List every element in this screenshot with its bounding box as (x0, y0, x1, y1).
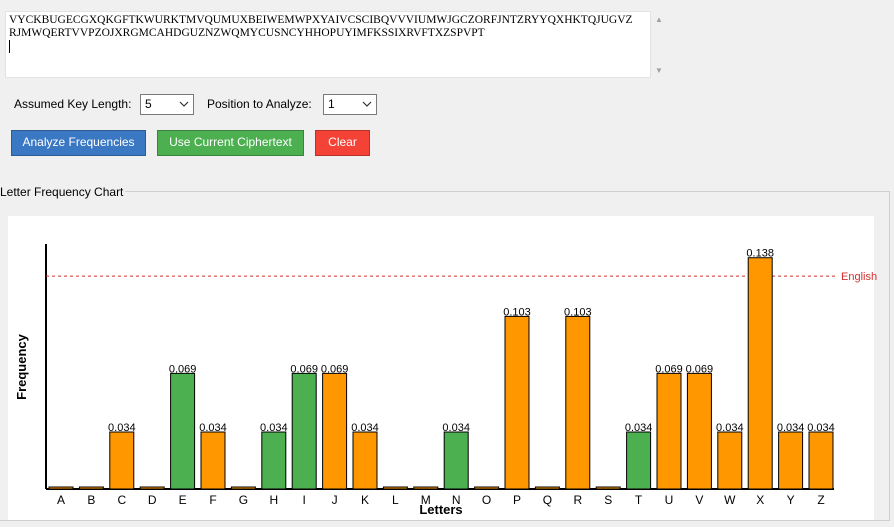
bar-i (291, 372, 317, 490)
tick-label-h: H (269, 493, 278, 507)
tick-label-r: R (573, 493, 582, 507)
key-length-value: 5 (145, 97, 152, 111)
analyze-frequencies-button[interactable]: Analyze Frequencies (11, 130, 146, 156)
data-label-y: 0.034 (777, 422, 805, 434)
scroll-up-icon[interactable]: ▲ (655, 15, 663, 24)
tick-label-b: B (87, 493, 95, 507)
data-label-j: 0.069 (321, 363, 349, 375)
tick-label-s: S (604, 493, 612, 507)
bar-b (78, 486, 104, 490)
tick-label-i: I (303, 493, 306, 507)
tick-label-g: G (239, 493, 248, 507)
data-label-z: 0.034 (807, 422, 835, 434)
data-label-k: 0.034 (351, 422, 379, 434)
key-length-select[interactable]: 5 (140, 94, 194, 115)
scroll-down-icon[interactable]: ▼ (655, 66, 663, 75)
data-label-t: 0.034 (625, 422, 653, 434)
tick-label-c: C (117, 493, 126, 507)
bar-y (778, 431, 804, 490)
bar-m (413, 486, 439, 490)
data-label-e: 0.069 (169, 363, 197, 375)
key-length-label: Assumed Key Length: (14, 97, 132, 111)
ciphertext-input[interactable]: VYCKBUGECGXQKGFTKWURKTMVQUMUXBEIWEMWPXYA… (5, 11, 651, 78)
data-label-u: 0.069 (655, 363, 683, 375)
tick-label-e: E (179, 493, 187, 507)
chevron-down-icon (179, 101, 189, 107)
data-label-w: 0.034 (716, 422, 744, 434)
tick-label-f: F (209, 493, 216, 507)
clear-button[interactable]: Clear (315, 130, 370, 156)
bar-f (200, 431, 226, 490)
chevron-down-icon (362, 101, 372, 107)
tick-label-j: J (332, 493, 338, 507)
use-current-ciphertext-button[interactable]: Use Current Ciphertext (157, 130, 304, 156)
bar-u (656, 372, 682, 490)
data-label-x: 0.138 (746, 248, 774, 260)
bar-g (230, 486, 256, 490)
bar-t (626, 431, 652, 490)
tick-label-v: V (695, 493, 703, 507)
tick-label-o: O (482, 493, 491, 507)
bar-j (322, 372, 348, 490)
tick-label-a: A (57, 493, 65, 507)
tick-label-q: Q (543, 493, 552, 507)
frequency-chart-group (0, 191, 890, 521)
tick-label-n: N (452, 493, 461, 507)
position-value: 1 (328, 97, 335, 111)
bar-d (139, 486, 165, 490)
position-label: Position to Analyze: (207, 97, 312, 111)
bar-h (261, 431, 287, 490)
tick-label-m: M (421, 493, 431, 507)
bar-x (747, 257, 773, 490)
ciphertext-line-2: RJMWQERTVVPZOJXRGMCAHDGUZNZWQMYCUSNCYHHO… (9, 27, 485, 39)
bar-a (48, 486, 74, 490)
tick-label-y: Y (787, 493, 795, 507)
data-label-v: 0.069 (686, 363, 714, 375)
bar-c (109, 431, 135, 490)
tick-label-x: X (756, 493, 764, 507)
data-label-h: 0.034 (260, 422, 288, 434)
data-label-f: 0.034 (199, 422, 227, 434)
bar-e (170, 372, 196, 490)
tick-label-l: L (392, 493, 399, 507)
tick-label-z: Z (817, 493, 824, 507)
bar-q (534, 486, 560, 490)
data-label-c: 0.034 (108, 422, 136, 434)
bar-o (474, 486, 500, 490)
data-label-i: 0.069 (290, 363, 318, 375)
tick-label-k: K (361, 493, 369, 507)
x-axis-label: Letters (419, 502, 462, 517)
tick-label-d: D (148, 493, 157, 507)
tick-label-p: P (513, 493, 521, 507)
group-title: Letter Frequency Chart (0, 185, 126, 199)
y-axis-label: Frequency (14, 333, 29, 400)
tick-label-u: U (665, 493, 674, 507)
bar-p (504, 315, 530, 490)
bar-s (595, 486, 621, 490)
tick-label-t: T (635, 493, 643, 507)
bar-r (565, 315, 591, 490)
tick-label-w: W (724, 493, 736, 507)
ciphertext-line-1: VYCKBUGECGXQKGFTKWURKTMVQUMUXBEIWEMWPXYA… (9, 14, 633, 26)
data-label-n: 0.034 (442, 422, 470, 434)
bar-z (808, 431, 834, 490)
bar-l (382, 486, 408, 490)
bar-w (717, 431, 743, 490)
bar-v (686, 372, 712, 490)
bar-n (443, 431, 469, 490)
data-label-p: 0.103 (503, 306, 531, 318)
text-caret (9, 40, 10, 53)
bar-k (352, 431, 378, 490)
data-label-r: 0.103 (564, 306, 592, 318)
position-select[interactable]: 1 (323, 94, 377, 115)
reference-label: English (841, 271, 877, 283)
